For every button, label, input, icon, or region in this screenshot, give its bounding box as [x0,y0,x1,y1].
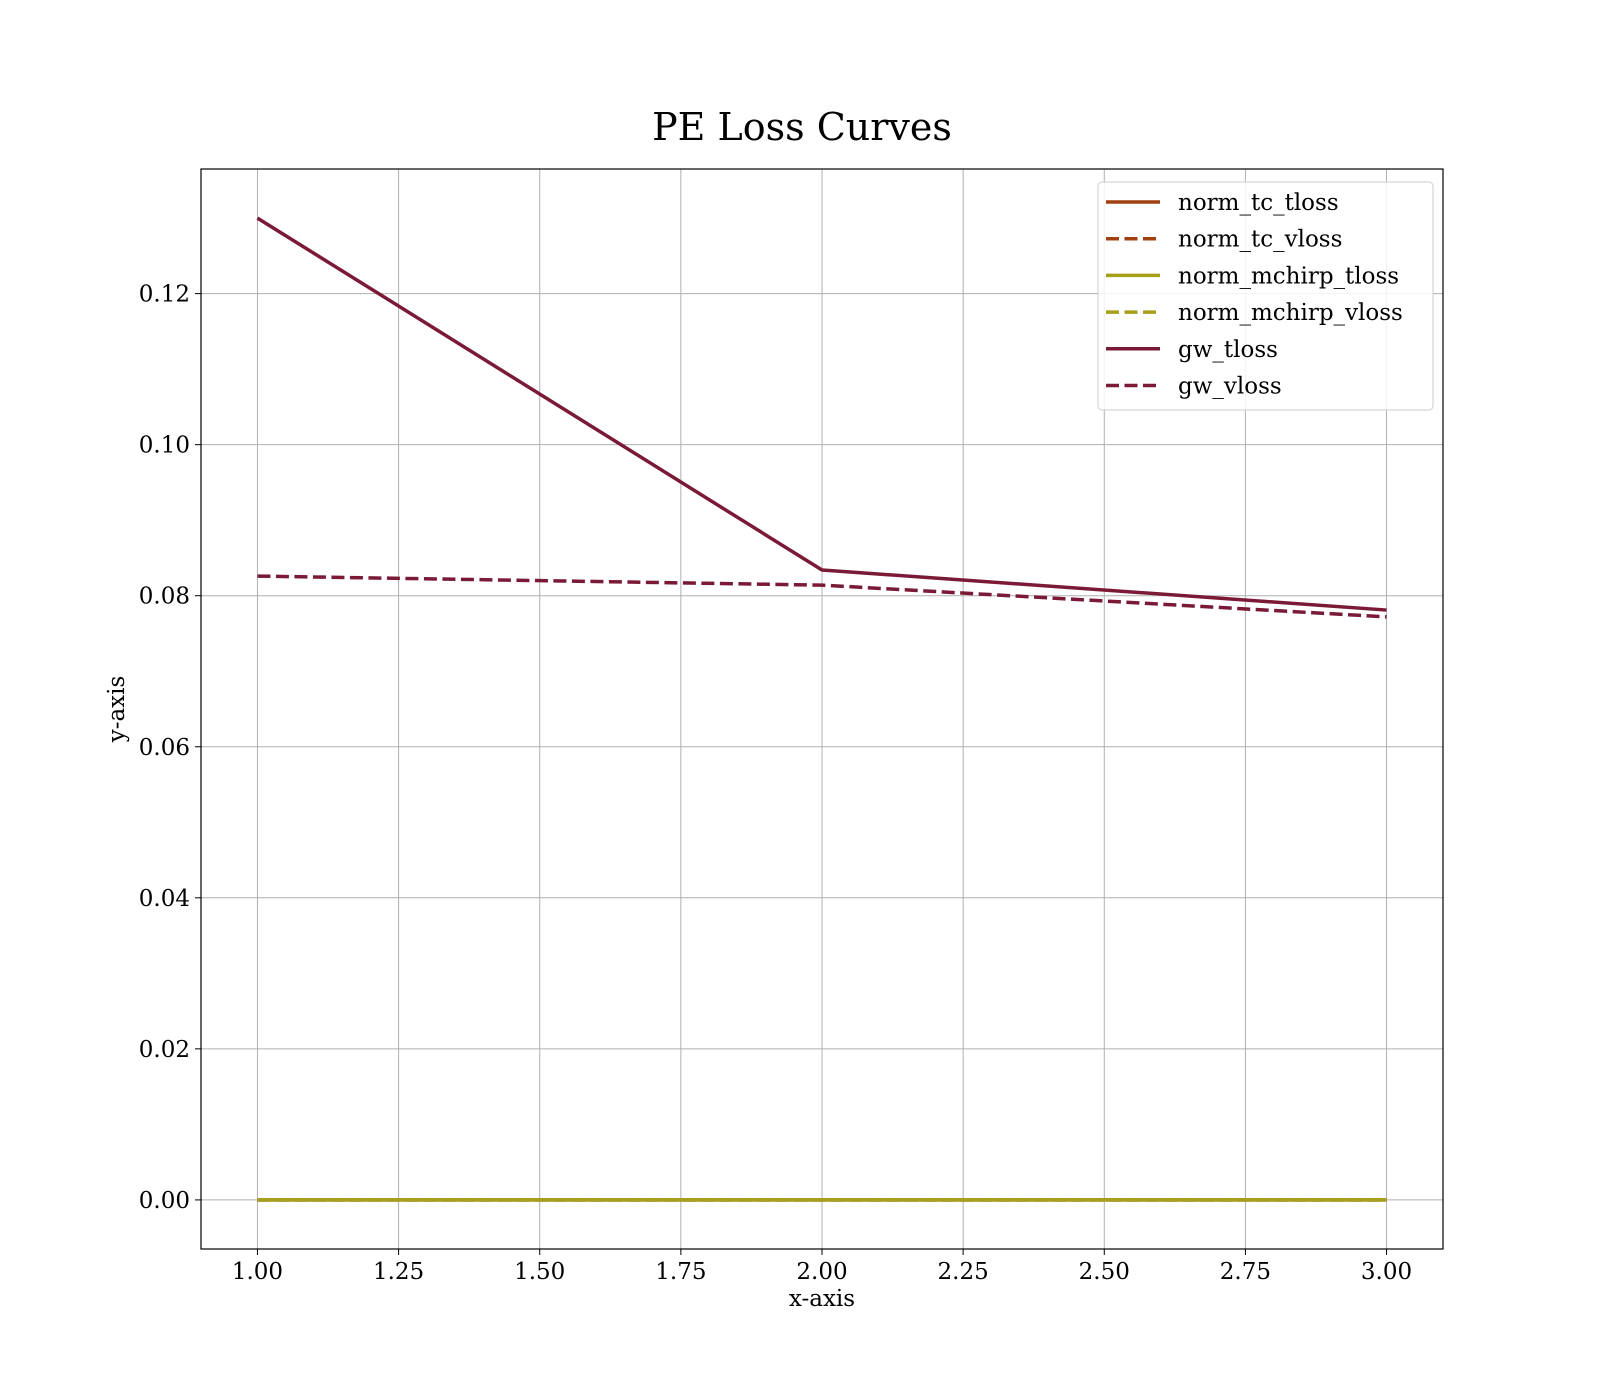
y-tick-label: 0.00 [139,1188,190,1214]
x-tick-label: 2.75 [1220,1259,1271,1285]
x-tick-label: 1.75 [655,1259,706,1285]
x-tick-label: 1.25 [373,1259,424,1285]
legend-label: gw_vloss [1178,374,1282,400]
legend-label: gw_tloss [1178,337,1278,363]
x-tick-label: 2.50 [1079,1259,1130,1285]
x-tick-label: 2.25 [938,1259,989,1285]
y-tick-label: 0.10 [139,433,190,459]
series-line-gw-vloss [257,574,1387,619]
series-lines [256,216,1387,1202]
grid [201,169,1443,1249]
chart-title: PE Loss Curves [652,105,952,149]
y-axis-ticks: 0.00 0.02 0.04 0.06 0.08 0.10 0.12 [139,282,201,1214]
legend-label: norm_mchirp_vloss [1178,300,1403,326]
x-tick-label: 1.00 [232,1259,283,1285]
legend-label: norm_tc_vloss [1178,227,1342,253]
legend-box [1097,181,1434,411]
x-axis-label: x-axis [789,1286,855,1312]
x-tick-label: 1.50 [514,1259,565,1285]
x-axis-ticks: 1.00 1.25 1.50 1.75 2.00 2.25 2.50 2.75 3.00 [232,1249,1412,1285]
legend: norm_tc_tloss norm_tc_vloss norm_mchirp_tl… [1097,181,1434,411]
x-tick-label: 2.00 [796,1259,847,1285]
y-tick-label: 0.12 [139,282,190,308]
y-tick-label: 0.06 [139,735,190,761]
x-tick-label: 3.00 [1361,1259,1412,1285]
series-line-gw-tloss [256,216,1387,612]
y-tick-label: 0.02 [139,1037,190,1063]
y-tick-label: 0.04 [139,886,190,912]
y-axis-label: y-axis [104,676,130,744]
legend-label: norm_mchirp_tloss [1178,263,1399,289]
legend-label: norm_tc_tloss [1178,190,1339,216]
y-tick-label: 0.08 [139,584,190,610]
